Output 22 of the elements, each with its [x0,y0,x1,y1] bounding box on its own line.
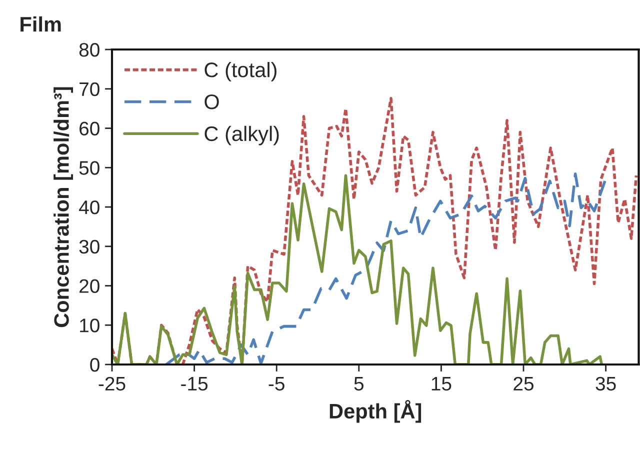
x-tick-label: 25 [514,376,534,391]
legend-label: C (total) [204,62,276,82]
y-tick-label: 20 [80,279,100,293]
x-tick-label: -15 [181,377,208,391]
y-tick-label: 50 [79,161,100,175]
legend-label: C (alkyl) [204,126,279,146]
y-axis-title: Concentration [mol/dm³] [54,87,74,328]
y-tick-label: 80 [79,42,100,57]
x-tick-label: 5 [354,377,364,391]
x-axis-title: Depth [Å] [330,400,422,423]
y-tick-label: 70 [80,82,100,96]
x-tick-label: -5 [268,377,284,391]
x-tick-label: 35 [596,376,616,391]
y-tick-label: 10 [80,318,100,332]
y-tick-label: 0 [90,358,100,372]
y-tick-label: 40 [79,200,100,214]
y-tick-label: 30 [79,240,100,254]
x-tick-label: -25 [98,376,126,391]
chart-title: Film [20,16,61,32]
y-tick-label: 60 [80,122,100,136]
x-tick-label: 15 [432,377,452,391]
legend-label: O [204,94,219,110]
